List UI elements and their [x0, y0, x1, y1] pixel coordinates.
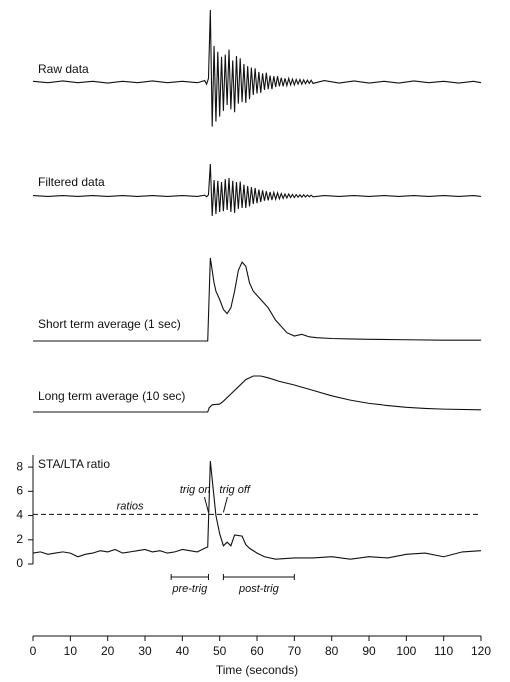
- panel-title: STA/LTA ratio: [38, 457, 110, 471]
- x-tick-label: 100: [396, 644, 416, 658]
- threshold-label: ratios: [117, 500, 144, 512]
- x-axis-label: Time (seconds): [216, 663, 298, 677]
- x-tick-label: 10: [64, 644, 78, 658]
- annotation-arrow: [222, 496, 228, 513]
- annotation: trig on: [180, 484, 211, 496]
- panel-title: Long term average (10 sec): [38, 389, 185, 403]
- trace: [32, 461, 482, 560]
- x-tick-label: 20: [101, 644, 115, 658]
- panel-title: Filtered data: [38, 175, 105, 189]
- x-tick-label: 120: [471, 644, 491, 658]
- annotation: trig off: [219, 484, 251, 496]
- x-tick-label: 50: [213, 644, 227, 658]
- y-tick-label: 6: [16, 484, 23, 498]
- y-tick-label: 2: [16, 532, 23, 546]
- trace: [33, 375, 482, 413]
- trace: [32, 163, 482, 217]
- trace: [33, 257, 481, 342]
- x-tick-label: 30: [138, 644, 152, 658]
- panel-title: Raw data: [38, 62, 89, 76]
- x-tick-label: 110: [434, 644, 453, 658]
- trace: [32, 9, 482, 127]
- y-tick-label: 0: [16, 556, 23, 570]
- y-tick-label: 4: [16, 508, 23, 522]
- annotation-arrow: [203, 496, 209, 513]
- x-tick-label: 60: [250, 644, 264, 658]
- window-label: pre-trig: [171, 583, 208, 595]
- x-tick-label: 70: [288, 644, 302, 658]
- window-label: post-trig: [238, 583, 280, 595]
- x-tick-label: 90: [362, 644, 376, 658]
- y-tick-label: 8: [16, 459, 23, 473]
- panel-title: Short term average (1 sec): [38, 317, 181, 331]
- x-tick-label: 80: [325, 644, 339, 658]
- x-tick-label: 0: [30, 644, 37, 658]
- x-tick-label: 40: [176, 644, 190, 658]
